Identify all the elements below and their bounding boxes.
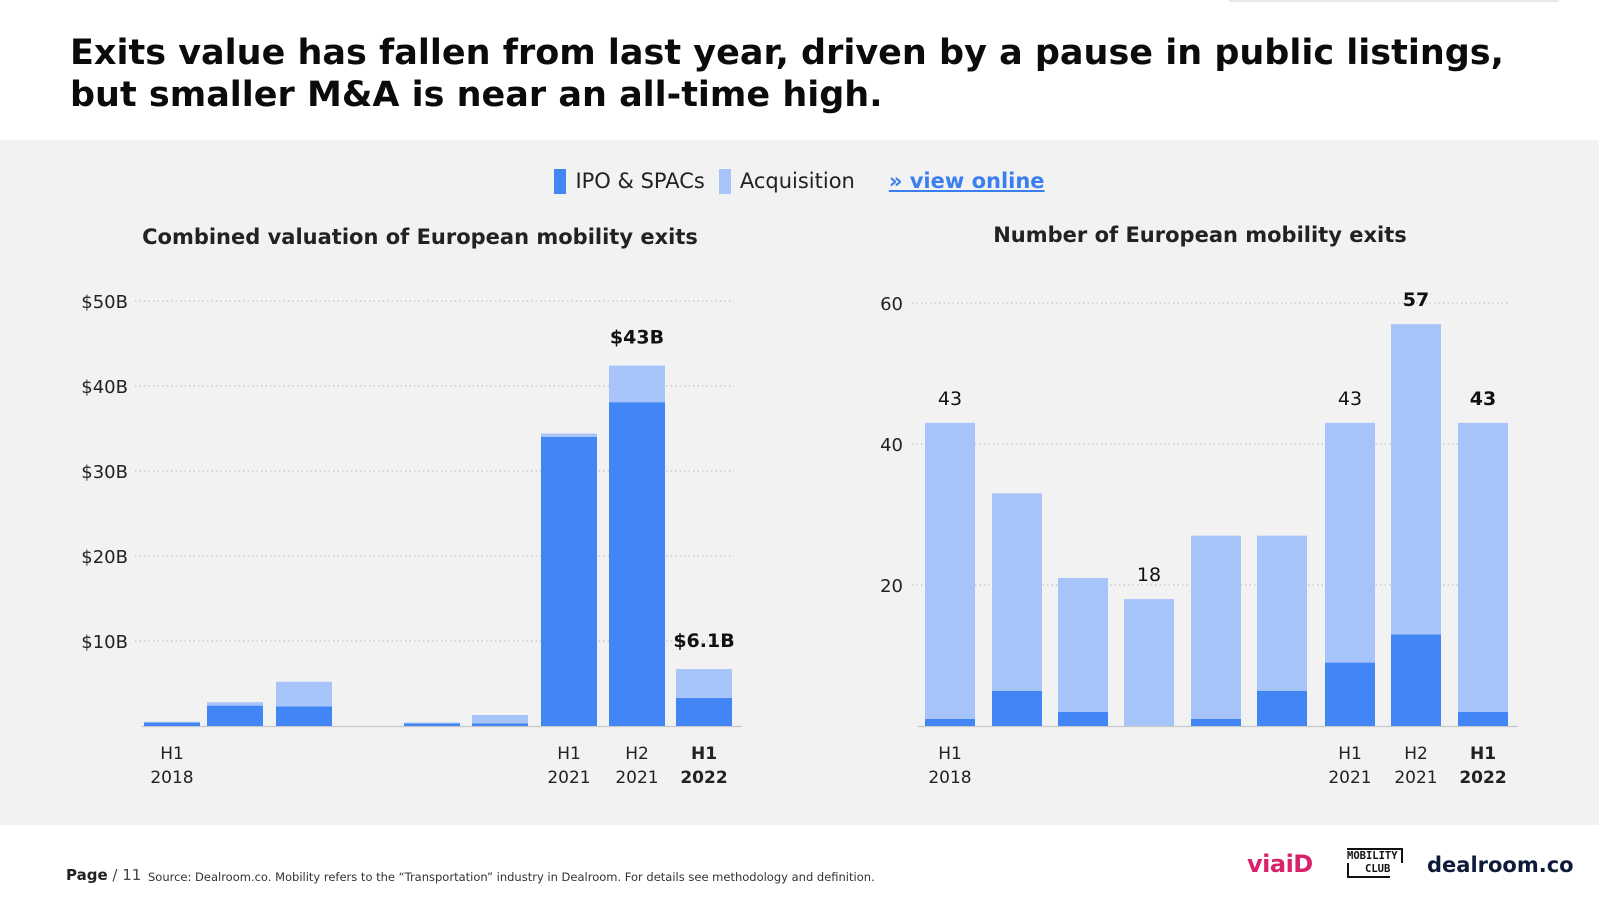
x-tick-label: 2018 xyxy=(928,768,971,788)
y-tick-label: $40B xyxy=(81,377,128,398)
x-tick-label: H2 xyxy=(1404,744,1428,764)
bar-ipo xyxy=(1257,690,1307,726)
x-tick-label: H1 xyxy=(691,744,717,764)
page-label: Page xyxy=(66,866,108,884)
data-label: 43 xyxy=(1338,388,1362,410)
bar-ipo xyxy=(1325,662,1375,726)
x-tick-label: H1 xyxy=(1470,744,1496,764)
bar-acquisition xyxy=(609,365,665,403)
y-tick-label: $30B xyxy=(81,462,128,483)
x-tick-label: 2018 xyxy=(150,768,193,788)
legend-swatch-acquisition xyxy=(718,168,731,194)
bar-ipo xyxy=(925,718,975,726)
bar-ipo xyxy=(1458,711,1508,726)
bar-ipo xyxy=(207,705,263,726)
bar-acquisition xyxy=(404,722,460,724)
bar-ipo xyxy=(676,697,732,726)
page-number: / 11 xyxy=(112,866,142,884)
bar-acquisition xyxy=(276,681,332,707)
viaid-logo: viaiD xyxy=(1247,850,1313,878)
bar-acquisition xyxy=(1191,535,1241,719)
x-tick-label: H2 xyxy=(625,744,649,764)
y-tick-label: 40 xyxy=(880,435,903,456)
x-tick-label: H1 xyxy=(938,744,962,764)
legend-item-acquisition: Acquisition xyxy=(718,168,855,194)
y-tick-label: 60 xyxy=(880,294,903,315)
bar-acquisition xyxy=(1458,422,1508,712)
legend-label-acquisition: Acquisition xyxy=(739,169,855,193)
bar-ipo xyxy=(1058,711,1108,726)
x-tick-label: 2021 xyxy=(615,768,658,788)
view-online-link[interactable]: » view online xyxy=(888,169,1045,193)
bar-ipo xyxy=(541,437,597,726)
x-tick-label: 2021 xyxy=(547,768,590,788)
count-chart: 20 40 60 43 18 43 57 43 H1 2018 H1 2021 H2 2021 H1 2022 xyxy=(880,289,1518,788)
bar-acquisition xyxy=(207,702,263,706)
mobility-club-logo: MOBILITY CLUB xyxy=(1347,848,1403,878)
bar-ipo xyxy=(1191,718,1241,726)
bar-ipo xyxy=(276,706,332,726)
bar-acquisition xyxy=(925,422,975,719)
x-tick-label: H1 xyxy=(557,744,581,764)
page-indicator: Page / 11 xyxy=(66,866,141,884)
bar-acquisition xyxy=(1257,535,1307,691)
data-label: 43 xyxy=(938,388,962,410)
data-label: 57 xyxy=(1403,289,1429,311)
bar-acquisition xyxy=(1325,422,1375,663)
y-tick-label: $20B xyxy=(81,547,128,568)
source-note: Source: Dealroom.co. Mobility refers to … xyxy=(148,870,875,884)
x-tick-label: 2022 xyxy=(1459,768,1506,788)
bar-acquisition xyxy=(541,433,597,437)
data-label: $43B xyxy=(610,327,664,349)
bar-ipo xyxy=(472,723,528,726)
bar-acquisition xyxy=(1124,599,1174,726)
data-label: 18 xyxy=(1137,564,1161,586)
y-tick-label: 20 xyxy=(880,576,903,597)
data-label: 43 xyxy=(1470,388,1496,410)
bar-acquisition xyxy=(992,493,1042,691)
x-tick-label: 2021 xyxy=(1328,768,1371,788)
page-headline: Exits value has fallen from last year, d… xyxy=(70,33,1504,115)
x-tick-label: H1 xyxy=(1338,744,1362,764)
bar-acquisition xyxy=(1391,324,1441,635)
chart-legend: IPO & SPACs Acquisition » view online xyxy=(0,166,1599,196)
bar-ipo xyxy=(1391,634,1441,726)
bar-acquisition xyxy=(144,721,200,723)
legend-label-ipo: IPO & SPACs xyxy=(575,169,705,193)
y-tick-label: $50B xyxy=(81,292,128,313)
chart-title-valuation: Combined valuation of European mobility … xyxy=(142,225,698,249)
bar-acquisition xyxy=(472,714,528,724)
chart-title-count: Number of European mobility exits xyxy=(993,223,1407,247)
y-tick-label: $10B xyxy=(81,632,128,653)
bar-ipo xyxy=(609,402,665,726)
dealroom-logo: dealroom.co xyxy=(1427,853,1574,877)
x-tick-label: 2021 xyxy=(1394,768,1437,788)
bar-ipo xyxy=(404,723,460,726)
x-tick-label: H1 xyxy=(160,744,184,764)
x-tick-label: 2022 xyxy=(680,768,727,788)
bar-acquisition xyxy=(1058,577,1108,712)
top-rule xyxy=(1229,0,1559,2)
bar-ipo xyxy=(144,722,200,726)
bar-acquisition xyxy=(676,669,732,698)
data-label: $6.1B xyxy=(673,630,734,652)
mobility-logo-line1: MOBILITY xyxy=(1347,848,1403,863)
legend-swatch-ipo xyxy=(554,168,567,194)
valuation-chart: $10B $20B $30B $40B $50B $43B $6.1B H1 2018 H1 202… xyxy=(81,292,742,788)
bar-ipo xyxy=(992,690,1042,726)
mobility-logo-line2: CLUB xyxy=(1347,863,1391,878)
legend-item-ipo: IPO & SPACs xyxy=(554,168,705,194)
